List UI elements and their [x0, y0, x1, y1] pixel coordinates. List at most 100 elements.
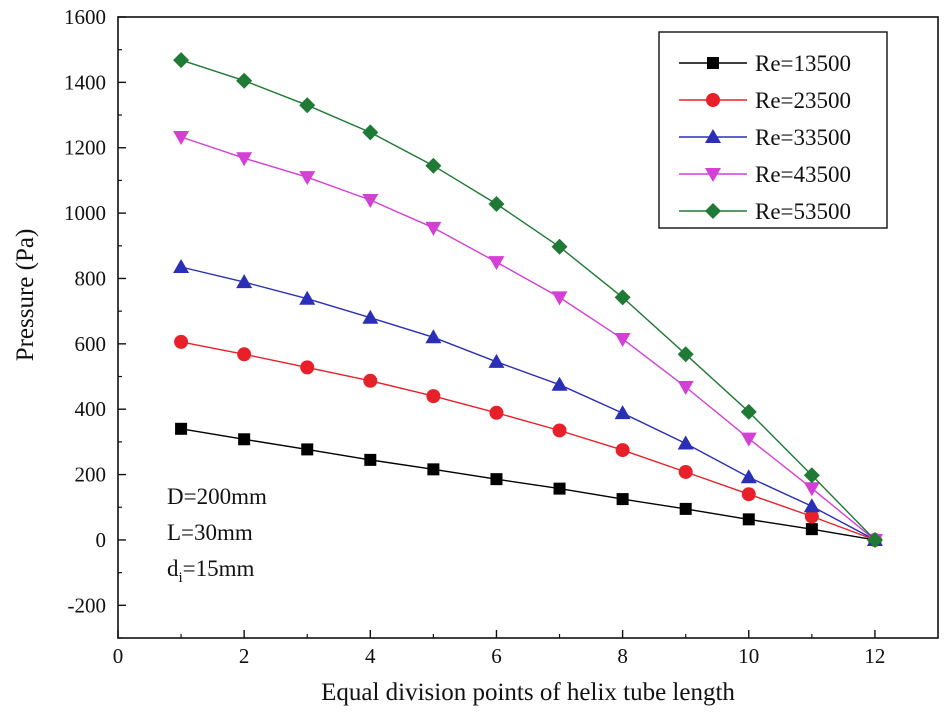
data-point-s3-6 — [551, 291, 568, 306]
data-point-s1-1 — [237, 347, 252, 362]
legend-label-1: Re=23500 — [755, 88, 851, 113]
data-point-s4-9 — [740, 403, 757, 420]
x-tick-label-6: 6 — [491, 644, 502, 668]
data-point-s0-4 — [427, 463, 440, 476]
data-point-s2-4 — [425, 329, 442, 344]
x-tick-label-12: 12 — [864, 644, 885, 668]
series-line-4 — [180, 59, 876, 541]
y-tick-label-0: 0 — [96, 528, 107, 552]
data-point-s2-3 — [362, 309, 379, 324]
data-point-s1-8 — [678, 464, 693, 479]
data-point-s1-9 — [741, 487, 756, 502]
legend-marker-4 — [705, 203, 721, 219]
data-point-s0-9 — [742, 513, 755, 526]
legend-marker-3 — [705, 168, 721, 182]
data-point-s0-3 — [364, 453, 377, 466]
data-point-s1-5 — [489, 405, 504, 420]
x-tick-label-2: 2 — [239, 644, 250, 668]
data-point-s2-2 — [299, 290, 316, 305]
data-point-s1-2 — [300, 360, 315, 375]
data-point-s3-8 — [677, 380, 694, 395]
data-point-s0-7 — [616, 493, 629, 506]
y-tick-label-1000: 1000 — [64, 201, 106, 225]
annotation-inner-diameter-value: =15mm — [183, 556, 255, 581]
y-tick-label-1400: 1400 — [64, 70, 106, 94]
data-point-s3-4 — [425, 221, 442, 236]
data-point-s4-2 — [299, 97, 316, 114]
legend-box — [658, 31, 888, 229]
data-point-s2-7 — [614, 405, 631, 420]
data-point-s4-10 — [803, 467, 820, 484]
legend: Re=13500 Re=23500 Re=33500 Re=43500 Re=53500 — [658, 31, 888, 229]
data-point-s2-9 — [740, 469, 757, 484]
data-point-s3-10 — [803, 482, 820, 497]
data-point-s0-0 — [175, 422, 188, 435]
y-tick-label-400: 400 — [75, 397, 107, 421]
data-point-s1-10 — [804, 509, 819, 524]
y-tick-label-600: 600 — [75, 332, 107, 356]
plot-frame — [117, 16, 939, 639]
data-point-s4-6 — [551, 238, 568, 255]
annotation-block: D=200mm L=30mm di=15mm — [167, 484, 267, 586]
data-point-s1-6 — [552, 423, 567, 438]
series-line-3 — [180, 136, 876, 541]
data-point-s3-2 — [299, 171, 316, 186]
y-axis-title: Pressure (Pa) — [12, 229, 39, 362]
axes: 0 2 4 6 8 10 12 -200 0 200 400 600 800 1000 1200 1400 16… — [64, 5, 939, 668]
series-line-0 — [180, 428, 876, 541]
y-tick-label-1600: 1600 — [64, 5, 106, 29]
data-point-s0-1 — [238, 433, 251, 446]
series-line-1 — [180, 341, 876, 541]
legend-marker-2 — [705, 129, 721, 143]
data-point-s2-6 — [551, 376, 568, 391]
y-tick-label-200: 200 — [75, 463, 107, 487]
y-tick-label-800: 800 — [75, 266, 107, 290]
data-point-s0-10 — [805, 523, 818, 536]
data-point-s4-8 — [677, 346, 694, 363]
data-point-s3-5 — [488, 256, 505, 271]
data-point-s0-8 — [679, 502, 692, 515]
x-axis-title: Equal division points of helix tube leng… — [321, 679, 735, 706]
plot-area — [173, 52, 883, 548]
y-tick-label--200: -200 — [68, 593, 107, 617]
data-point-s3-9 — [740, 432, 757, 447]
data-point-s1-0 — [174, 334, 189, 349]
data-point-s4-7 — [614, 289, 631, 306]
x-tick-label-8: 8 — [617, 644, 628, 668]
data-point-s0-5 — [490, 473, 503, 486]
annotation-inner-diameter-symbol: d — [167, 556, 179, 581]
data-point-s3-0 — [173, 130, 190, 145]
data-point-s2-8 — [677, 435, 694, 450]
data-point-s2-0 — [173, 259, 190, 274]
annotation-inner-diameter-subscript: i — [179, 570, 183, 586]
legend-label-4: Re=53500 — [755, 199, 851, 224]
annotation-diameter: D=200mm — [167, 484, 267, 509]
data-point-s3-3 — [362, 194, 379, 209]
data-point-s2-5 — [488, 353, 505, 368]
x-tick-label-10: 10 — [738, 644, 759, 668]
data-point-s1-3 — [363, 373, 378, 388]
data-point-s0-6 — [553, 482, 566, 495]
data-point-s2-1 — [236, 274, 253, 289]
legend-marker-1 — [706, 93, 720, 107]
data-point-s3-1 — [236, 152, 253, 167]
data-point-s4-4 — [425, 157, 442, 174]
series-line-2 — [180, 266, 876, 541]
data-point-s3-7 — [614, 332, 631, 347]
data-point-s0-2 — [301, 443, 314, 456]
legend-label-0: Re=13500 — [755, 51, 851, 76]
x-tick-label-4: 4 — [365, 644, 376, 668]
data-point-s4-11 — [866, 531, 883, 548]
data-point-s4-0 — [173, 52, 190, 69]
x-tick-label-0: 0 — [113, 644, 124, 668]
y-tick-label-1200: 1200 — [64, 136, 106, 160]
annotation-length: L=30mm — [167, 520, 253, 545]
data-point-s4-1 — [236, 72, 253, 89]
data-point-s4-3 — [362, 124, 379, 141]
legend-label-2: Re=33500 — [755, 125, 851, 150]
data-point-s2-10 — [803, 498, 820, 513]
legend-marker-0 — [707, 57, 719, 69]
data-point-s1-4 — [426, 389, 441, 404]
legend-label-3: Re=43500 — [755, 162, 851, 187]
